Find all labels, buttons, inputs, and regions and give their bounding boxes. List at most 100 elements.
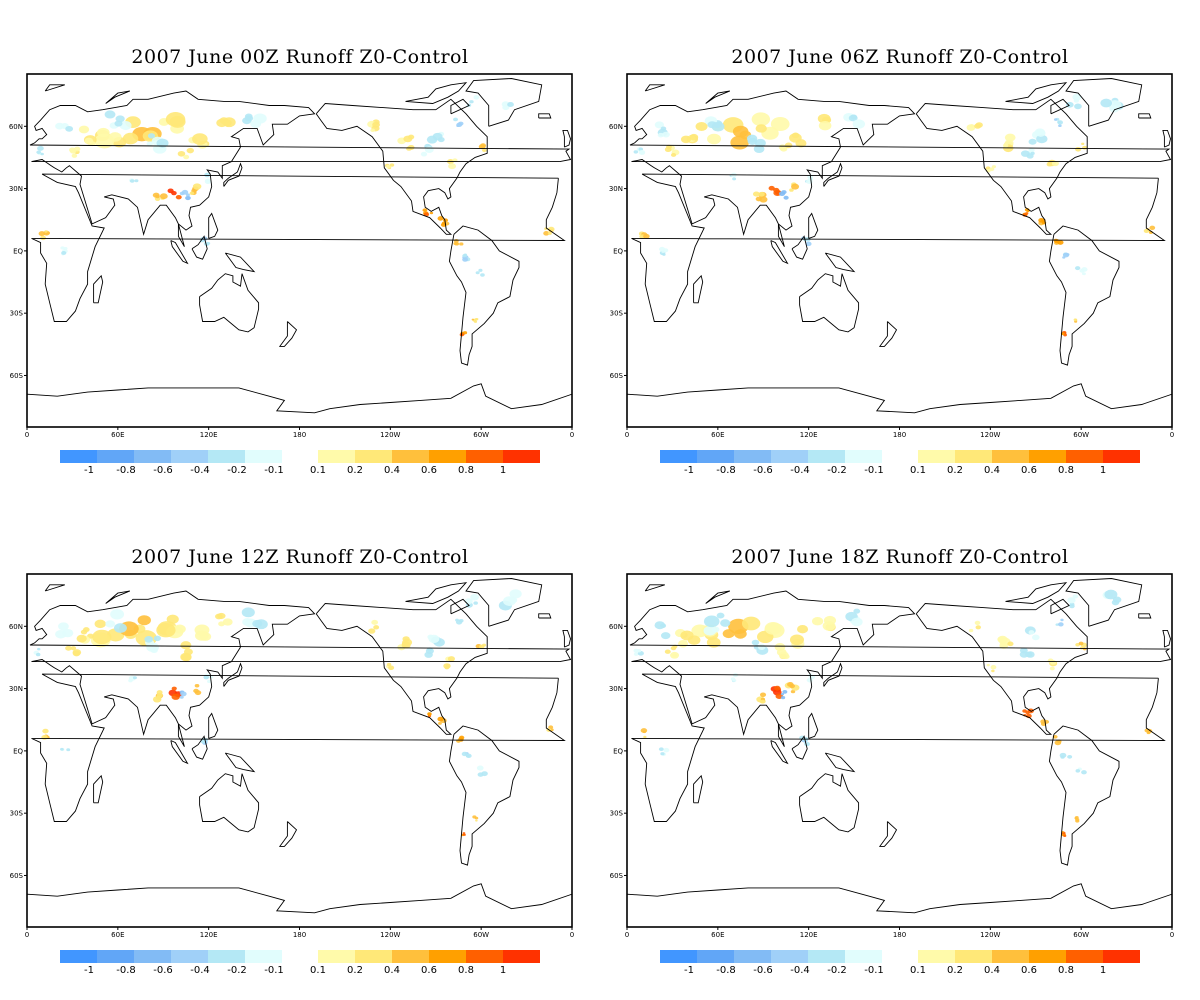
coastline — [315, 98, 488, 235]
colorbar-label: -0.6 — [753, 465, 773, 476]
lon-tick-label: 120W — [980, 431, 1000, 439]
runoff-anomaly-patch — [203, 675, 209, 680]
runoff-anomaly-patch — [129, 179, 135, 183]
colorbar-label: 0.6 — [421, 965, 437, 976]
runoff-anomaly-patch — [789, 634, 804, 646]
runoff-anomaly-patch — [429, 211, 434, 215]
runoff-anomaly-patch — [470, 593, 480, 601]
colorbar-swatch — [466, 950, 503, 963]
runoff-anomaly-patch — [991, 165, 997, 169]
runoff-anomaly-patch — [680, 135, 691, 144]
runoff-anomaly-patch — [482, 148, 487, 153]
runoff-anomaly-patch — [159, 193, 168, 200]
runoff-anomaly-patch — [751, 639, 760, 646]
coastline — [208, 712, 219, 739]
colorbar-swatch — [466, 450, 503, 463]
runoff-anomaly-patch — [448, 163, 457, 170]
runoff-anomaly-patch — [40, 235, 47, 241]
runoff-anomaly-patch — [986, 663, 990, 667]
lat-tick-label: 60S — [610, 372, 624, 380]
runoff-anomaly-patch — [1026, 209, 1030, 213]
coastline — [791, 235, 808, 260]
colorbar-swatch — [171, 450, 208, 463]
runoff-anomaly-patch — [222, 618, 233, 626]
runoff-anomaly-patch — [751, 112, 771, 127]
runoff-anomaly-patch — [642, 730, 647, 734]
runoff-anomaly-patch — [253, 113, 267, 124]
runoff-anomaly-patch — [78, 125, 90, 134]
runoff-anomaly-patch — [473, 320, 478, 323]
colorbar-label: 0.1 — [910, 465, 926, 476]
coastline — [693, 774, 704, 804]
runoff-anomaly-patch — [427, 712, 432, 716]
runoff-anomaly-patch — [507, 101, 514, 108]
coastline — [627, 383, 1172, 427]
runoff-anomaly-patch — [654, 121, 665, 129]
lat-tick-label: 60S — [10, 372, 24, 380]
lat-tick-label: EQ — [613, 247, 623, 255]
runoff-anomaly-patch — [746, 134, 758, 143]
runoff-anomaly-patch — [388, 665, 395, 671]
runoff-anomaly-patch — [438, 721, 442, 725]
runoff-anomaly-patch — [128, 678, 133, 683]
colorbar-label: 0.6 — [421, 465, 437, 476]
lon-tick-label: 120W — [380, 931, 400, 939]
runoff-anomaly-patch — [465, 754, 470, 758]
runoff-anomaly-patch — [851, 617, 863, 627]
coastline — [93, 274, 104, 304]
coastline — [878, 821, 898, 847]
colorbar-label: -0.2 — [827, 465, 847, 476]
colorbar-label: 0.1 — [910, 965, 926, 976]
colorbar-swatch — [1029, 950, 1066, 963]
runoff-anomaly-patch — [480, 273, 485, 277]
runoff-anomaly-patch — [76, 634, 87, 643]
coastline — [791, 735, 808, 760]
colorbar-label: 0.4 — [984, 465, 1000, 476]
colorbar-swatch — [808, 950, 845, 963]
runoff-anomaly-patch — [424, 146, 434, 154]
runoff-anomaly-patch — [781, 190, 787, 195]
runoff-anomaly-patch — [969, 124, 975, 128]
runoff-anomaly-patch — [481, 643, 487, 647]
coastline — [1065, 78, 1143, 127]
lon-tick-label: 0 — [570, 931, 574, 939]
lat-tick-label: 30S — [610, 310, 624, 318]
runoff-anomaly-patch — [780, 692, 785, 696]
runoff-anomaly-patch — [1054, 740, 1062, 746]
colorbar-swatch — [1066, 450, 1103, 463]
colorbar-swatch — [918, 450, 955, 463]
colorbar-label: 0.8 — [458, 965, 474, 976]
runoff-anomaly-patch — [1049, 666, 1055, 671]
runoff-anomaly-patch — [478, 268, 483, 272]
lon-tick-label: 0 — [1170, 931, 1174, 939]
coastline — [629, 590, 1172, 747]
runoff-anomaly-patch — [1060, 618, 1064, 622]
coastline — [170, 740, 189, 765]
coastline — [1048, 725, 1120, 866]
runoff-anomaly-patch — [371, 619, 379, 625]
coastline — [448, 225, 520, 366]
runoff-anomaly-patch — [370, 128, 376, 132]
runoff-anomaly-patch — [1002, 143, 1009, 148]
runoff-anomaly-patch — [670, 153, 677, 157]
coastline — [31, 673, 566, 822]
colorbar-swatch — [134, 950, 171, 963]
runoff-anomaly-patch — [643, 735, 647, 739]
runoff-anomaly-patch — [660, 752, 665, 756]
runoff-anomaly-patch — [108, 132, 122, 142]
colorbar-label: 0.4 — [384, 465, 400, 476]
runoff-anomaly-patch — [1028, 147, 1035, 153]
lat-tick-label: 30S — [10, 310, 24, 318]
lon-tick-label: 180 — [293, 931, 306, 939]
runoff-anomaly-patch — [189, 191, 195, 195]
lon-tick-label: 0 — [625, 431, 629, 439]
runoff-anomaly-patch — [83, 627, 90, 633]
runoff-anomaly-patch — [764, 621, 782, 635]
runoff-anomaly-patch — [811, 616, 824, 626]
runoff-anomaly-patch — [741, 616, 761, 631]
colorbar-label: -0.8 — [116, 965, 136, 976]
colorbar-swatch — [171, 950, 208, 963]
runoff-anomaly-patch — [242, 618, 253, 626]
